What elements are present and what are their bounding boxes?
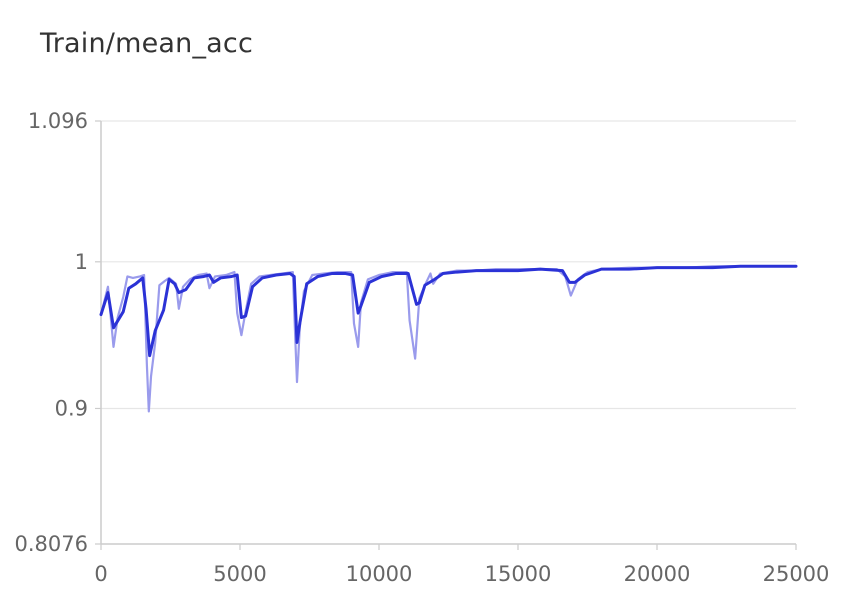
axes (95, 120, 797, 550)
grid-lines (101, 120, 796, 410)
smoothed-series-line (99, 264, 798, 358)
x-tick-label-0: 0 (94, 562, 107, 586)
y-tick-label-2: 1 (75, 250, 88, 274)
y-tick-label-0: 0.8076 (15, 532, 88, 556)
x-tick-label-1: 5000 (213, 562, 266, 586)
y-tick-label-1: 0.9 (55, 396, 88, 420)
x-tick-label-4: 20000 (624, 562, 691, 586)
series-lines (99, 264, 798, 413)
x-tick-label-3: 15000 (485, 562, 552, 586)
chart-title: Train/mean_acc (40, 28, 253, 59)
tick-labels: 0.8076 0.9 1 1.096 0 5000 10000 15000 20000 25000 (15, 109, 830, 586)
x-tick-label-5: 25000 (763, 562, 830, 586)
raw-series-line (99, 265, 798, 413)
x-tick-label-2: 10000 (346, 562, 413, 586)
y-tick-label-3: 1.096 (28, 109, 88, 133)
